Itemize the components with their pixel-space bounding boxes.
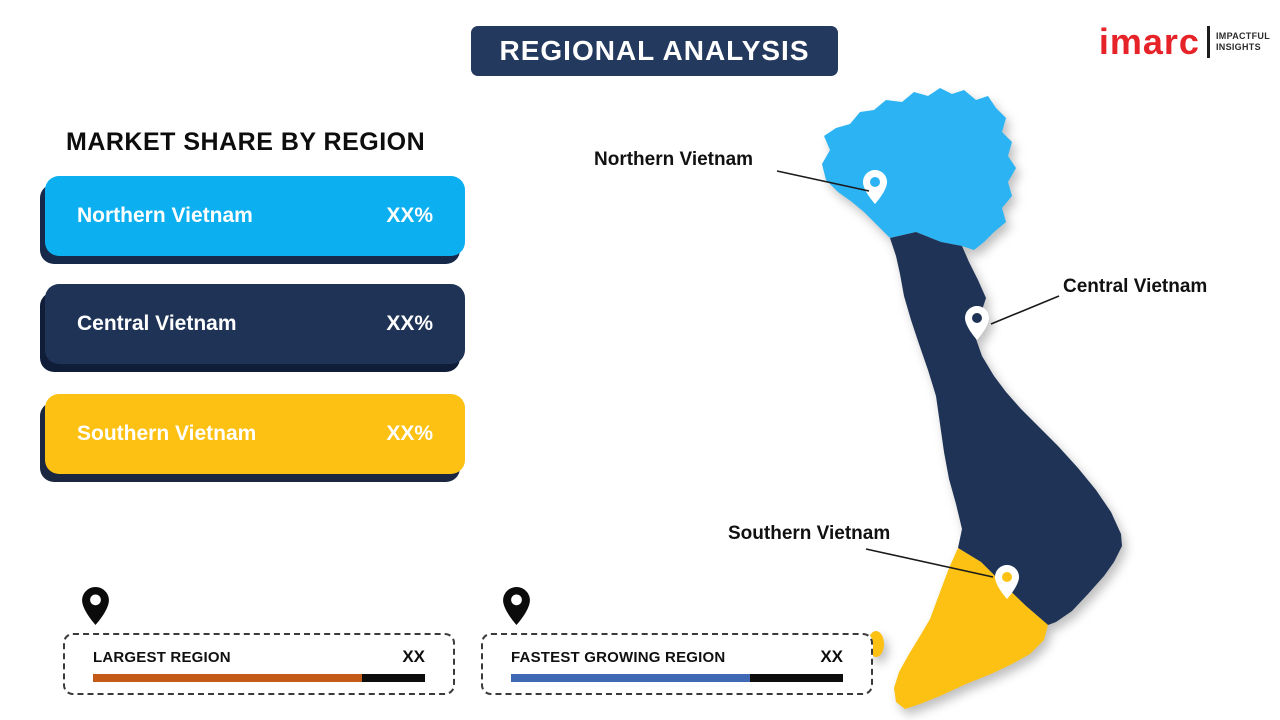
fastest-growing-region-bar-rest	[750, 674, 843, 682]
map-region-central-vietnam	[890, 232, 1122, 625]
logo-tagline-line2: INSIGHTS	[1215, 42, 1261, 52]
region-bar-value: XX%	[386, 204, 433, 227]
map-label-northern-vietnam: Northern Vietnam	[594, 149, 754, 170]
region-bar-value: XX%	[386, 422, 433, 445]
fastest-growing-region-pin-icon	[503, 587, 530, 625]
logo-divider	[1206, 26, 1210, 58]
largest-region-bar	[93, 674, 425, 682]
region-bar-label: Northern Vietnam	[77, 204, 253, 227]
map-label-southern-vietnam: Southern Vietnam	[728, 523, 891, 544]
region-bar-value: XX%	[386, 312, 433, 335]
page-title-banner: REGIONAL ANALYSIS	[471, 26, 838, 76]
logo-brand-text: imarc	[1098, 21, 1200, 62]
map-region-northern-vietnam	[822, 88, 1016, 250]
map-pin-southern-vietnam	[995, 565, 1019, 599]
map-label-central-vietnam: Central Vietnam	[1063, 276, 1208, 297]
logo-tagline: IMPACTFUL INSIGHTS	[1216, 31, 1270, 54]
largest-region-value: XX	[402, 647, 425, 666]
region-bar-northern-vietnam: Northern Vietnam XX%	[45, 176, 465, 256]
region-bar-central-vietnam: Central Vietnam XX%	[45, 284, 465, 364]
vietnam-map	[822, 88, 1122, 709]
fastest-growing-region-label: FASTEST GROWING REGION	[511, 648, 726, 666]
largest-region-pin-icon	[82, 587, 109, 625]
fastest-growing-region-bar	[511, 674, 843, 682]
market-share-heading: MARKET SHARE BY REGION	[66, 128, 426, 156]
largest-region-box: LARGEST REGION XX	[63, 633, 455, 695]
region-bar-label: Southern Vietnam	[77, 422, 257, 445]
page-title: REGIONAL ANALYSIS	[499, 35, 810, 66]
largest-region-bar-fill	[93, 674, 362, 682]
largest-region-label: LARGEST REGION	[93, 648, 231, 666]
map-region-southern-vietnam	[894, 548, 1048, 709]
imarc-logo: imarc IMPACTFUL INSIGHTS	[1099, 24, 1270, 60]
logo-tagline-line1: IMPACTFUL	[1215, 30, 1270, 41]
fastest-growing-region-value: XX	[820, 647, 843, 666]
region-bar-southern-vietnam: Southern Vietnam XX%	[45, 394, 465, 474]
region-bar-label: Central Vietnam	[77, 312, 237, 335]
fastest-growing-region-bar-fill	[511, 674, 751, 682]
largest-region-bar-rest	[361, 674, 425, 682]
map-pin-central-vietnam	[965, 306, 989, 340]
fastest-growing-region-box: FASTEST GROWING REGION XX	[481, 633, 873, 695]
